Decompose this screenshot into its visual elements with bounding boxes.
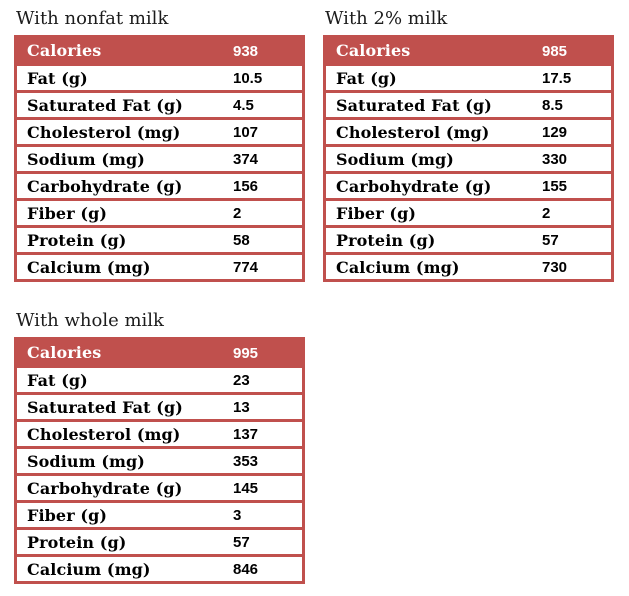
row-label: Fiber (g) [27,203,108,223]
row-label: Protein (g) [27,532,127,552]
table-row: Protein (g) 57 [17,530,302,554]
row-value: 17.5 [542,70,572,88]
nutrition-table-2pct: Calories 985 Fat (g) 17.5 Saturated Fat … [323,35,614,282]
nutrition-table-whole: Calories 995 Fat (g) 23 Saturated Fat (g… [14,337,305,584]
table-row: Cholesterol (mg) 107 [17,120,302,144]
row-value: 2 [233,205,242,223]
table-row: Fiber (g) 3 [17,503,302,527]
table-row: Cholesterol (mg) 129 [326,120,611,144]
table-row: Fat (g) 23 [17,368,302,392]
table-header-row: Calories 995 [17,340,302,365]
row-label: Protein (g) [27,230,127,250]
row-value: 57 [233,534,250,552]
row-label: Fat (g) [27,370,88,390]
row-value: 3 [233,507,242,525]
row-value: 10.5 [233,70,263,88]
row-label: Fiber (g) [27,505,108,525]
header-label: Calories [27,343,102,362]
table-row: Saturated Fat (g) 13 [17,395,302,419]
row-label: Calcium (mg) [27,257,151,277]
header-value: 985 [542,42,568,60]
row-label: Carbohydrate (g) [27,176,183,196]
row-label: Fat (g) [336,68,397,88]
header-value: 938 [233,42,259,60]
header-label: Calories [336,41,411,60]
table-row: Saturated Fat (g) 8.5 [326,93,611,117]
row-value: 374 [233,151,259,169]
whole-milk-table-section: With whole milk Calories 995 Fat (g) 23 … [14,310,305,584]
table-row: Sodium (mg) 330 [326,147,611,171]
row-value: 57 [542,232,559,250]
row-label: Fat (g) [27,68,88,88]
row-label: Cholesterol (mg) [27,122,181,142]
row-value: 13 [233,399,250,417]
table-header-row: Calories 985 [326,38,611,63]
row-label: Sodium (mg) [27,451,145,471]
table-row: Saturated Fat (g) 4.5 [17,93,302,117]
header-label: Calories [27,41,102,60]
row-value: 2 [542,205,551,223]
row-label: Cholesterol (mg) [336,122,490,142]
row-value: 156 [233,178,259,196]
table-row: Protein (g) 57 [326,228,611,252]
row-value: 730 [542,259,568,277]
nonfat-milk-table-section: With nonfat milk Calories 938 Fat (g) 10… [14,8,305,282]
table-row: Sodium (mg) 353 [17,449,302,473]
two-percent-milk-table-section: With 2% milk Calories 985 Fat (g) 17.5 S… [323,8,614,282]
table-row: Carbohydrate (g) 155 [326,174,611,198]
table-row: Fiber (g) 2 [326,201,611,225]
nutrition-table-nonfat: Calories 938 Fat (g) 10.5 Saturated Fat … [14,35,305,282]
table-row: Calcium (mg) 846 [17,557,302,581]
row-value: 23 [233,372,250,390]
row-label: Protein (g) [336,230,436,250]
row-value: 846 [233,561,259,579]
row-label: Fiber (g) [336,203,417,223]
table-title-nonfat: With nonfat milk [16,8,169,29]
table-title-whole: With whole milk [16,310,164,331]
table-row: Carbohydrate (g) 156 [17,174,302,198]
table-row: Fat (g) 17.5 [326,66,611,90]
table-row: Calcium (mg) 774 [17,255,302,279]
table-row: Protein (g) 58 [17,228,302,252]
row-value: 330 [542,151,568,169]
row-label: Calcium (mg) [27,559,151,579]
row-label: Saturated Fat (g) [27,95,183,115]
row-value: 129 [542,124,568,142]
row-label: Carbohydrate (g) [27,478,183,498]
row-value: 353 [233,453,259,471]
table-row: Carbohydrate (g) 145 [17,476,302,500]
row-value: 774 [233,259,259,277]
row-label: Carbohydrate (g) [336,176,492,196]
row-label: Sodium (mg) [27,149,145,169]
table-row: Fiber (g) 2 [17,201,302,225]
row-value: 155 [542,178,568,196]
table-header-row: Calories 938 [17,38,302,63]
row-value: 4.5 [233,97,254,115]
row-label: Calcium (mg) [336,257,460,277]
table-title-2pct: With 2% milk [325,8,448,29]
row-label: Saturated Fat (g) [336,95,492,115]
row-value: 137 [233,426,259,444]
table-row: Sodium (mg) 374 [17,147,302,171]
table-row: Fat (g) 10.5 [17,66,302,90]
header-value: 995 [233,344,259,362]
table-row: Cholesterol (mg) 137 [17,422,302,446]
row-value: 145 [233,480,259,498]
row-value: 107 [233,124,259,142]
row-label: Saturated Fat (g) [27,397,183,417]
row-value: 8.5 [542,97,563,115]
row-value: 58 [233,232,250,250]
row-label: Sodium (mg) [336,149,454,169]
row-label: Cholesterol (mg) [27,424,181,444]
table-row: Calcium (mg) 730 [326,255,611,279]
